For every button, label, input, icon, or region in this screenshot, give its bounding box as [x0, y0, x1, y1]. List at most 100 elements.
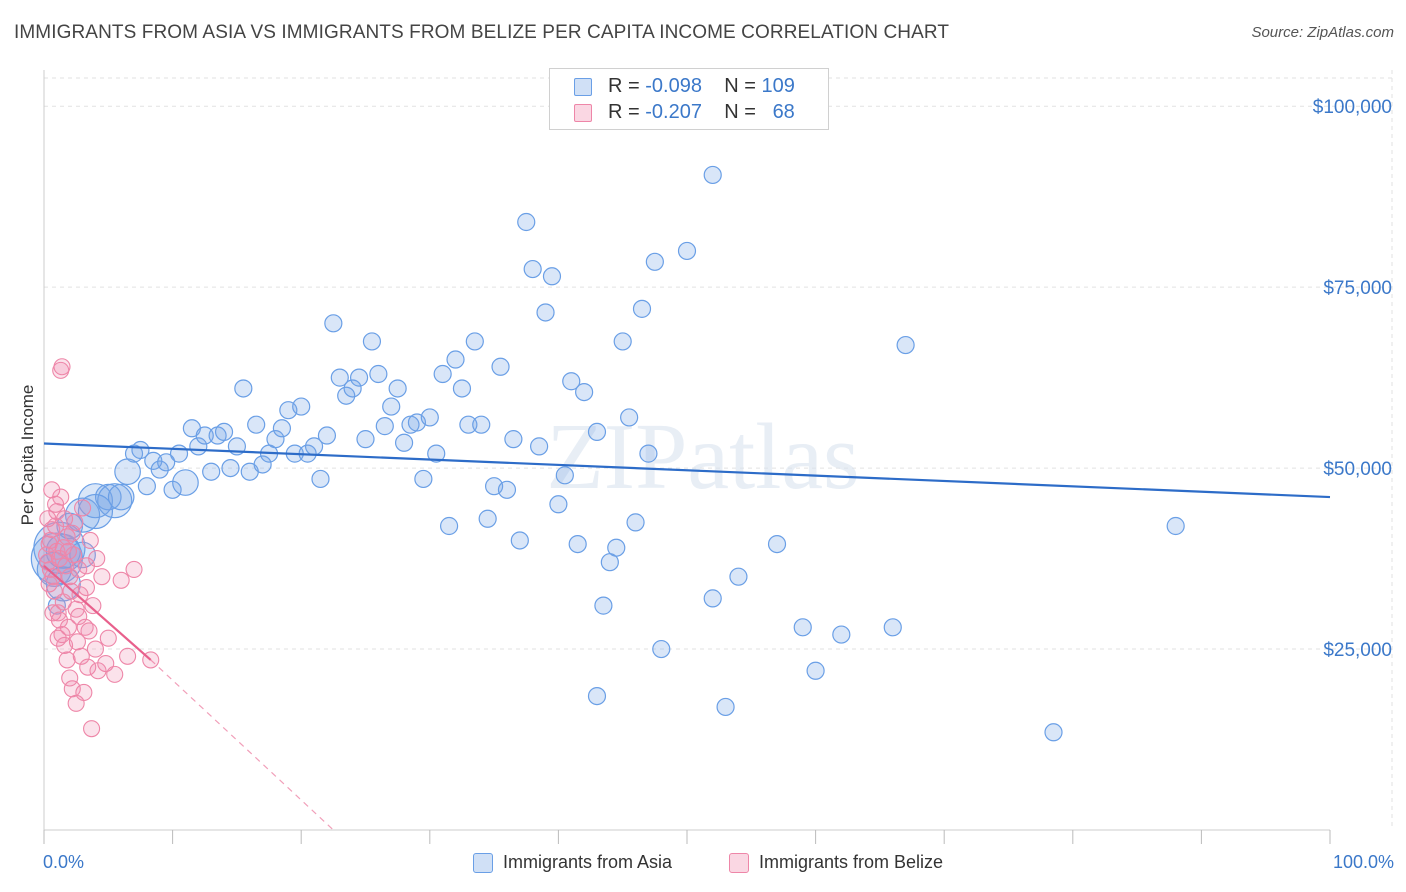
belize-point-28: [66, 513, 84, 531]
asia-point-55: [414, 469, 433, 489]
trend-line-asia: [43, 442, 1331, 499]
asia-point-30: [253, 455, 272, 474]
asia-point-47: [362, 332, 382, 351]
asia-point-101: [883, 618, 902, 637]
legend-text-asia: R = -0.098 N = 109: [608, 75, 795, 97]
belize-point-58: [56, 510, 74, 528]
asia-point-43: [337, 386, 356, 405]
belize-point-63: [59, 542, 77, 560]
asia-point-39: [311, 469, 330, 489]
belize-point-41: [81, 531, 99, 550]
asia-point-104: [1166, 516, 1185, 536]
asia-point-70: [510, 531, 529, 550]
y-tick-label-3: $100,000: [1313, 97, 1392, 118]
source-label: Source: ZipAtlas.com: [1251, 24, 1394, 41]
asia-point-52: [394, 433, 414, 452]
trend-lines: [43, 442, 1331, 831]
asia-point-48: [369, 364, 388, 384]
belize-point-36: [75, 683, 93, 702]
x-tick-max: 100.0%: [1332, 852, 1394, 872]
belize-point-33: [71, 586, 89, 604]
asia-point-90: [645, 252, 664, 271]
asia-point-11: [131, 440, 150, 460]
belize-point-35: [74, 499, 92, 517]
asia-point-78: [562, 372, 581, 391]
y-axis-ticks: $25,000 $50,000 $75,000 $100,000: [1313, 97, 1392, 661]
asia-point-97: [767, 534, 787, 554]
bottom-legend-label-asia: Immigrants from Asia: [503, 852, 673, 872]
asia-point-109: [77, 493, 114, 530]
asia-point-94: [703, 165, 722, 185]
asia-point-14: [150, 460, 169, 479]
belize-point-50: [112, 571, 130, 589]
belize-point-57: [47, 495, 65, 513]
belize-point-34: [72, 647, 90, 665]
belize-point-11: [49, 604, 67, 622]
asia-point-95: [716, 697, 735, 717]
asia-point-51: [388, 379, 407, 398]
asia-point-89: [639, 444, 658, 463]
belize-point-44: [86, 640, 104, 658]
asia-point-60: [446, 350, 465, 369]
trend-line-belize-extension: [150, 659, 334, 831]
x-tick-min: 0.0%: [43, 852, 85, 872]
asia-point-85: [613, 332, 632, 351]
asia-point-82: [594, 596, 613, 615]
asia-point-27: [234, 379, 253, 398]
asia-point-22: [202, 462, 221, 481]
asia-point-102: [896, 335, 915, 355]
y-tick-label-0: $25,000: [1323, 640, 1392, 661]
asia-point-71: [517, 212, 536, 232]
chart-title: IMMIGRANTS FROM ASIA VS IMMIGRANTS FROM …: [14, 22, 950, 43]
asia-point-103: [1044, 723, 1063, 742]
asia-point-108: [107, 483, 135, 511]
asia-point-81: [587, 422, 607, 442]
asia-point-33: [272, 419, 292, 438]
belize-point-24: [61, 568, 79, 586]
asia-point-100: [832, 625, 851, 644]
grid-lines: [44, 70, 1393, 830]
asia-point-69: [504, 430, 523, 449]
belize-point-23: [61, 669, 79, 687]
belize-point-59: [63, 524, 81, 542]
asia-point-17: [169, 444, 189, 463]
y-tick-label-1: $50,000: [1323, 459, 1392, 480]
asia-point-61: [452, 379, 472, 398]
asia-point-15: [157, 453, 176, 472]
belize-point-65: [77, 578, 95, 597]
belize-point-42: [83, 720, 101, 738]
asia-point-18: [172, 469, 199, 496]
belize-point-20: [58, 651, 76, 669]
x-axis: [43, 70, 1331, 844]
belize-point-66: [88, 550, 106, 568]
belize-point-62: [49, 629, 67, 647]
asia-point-96: [729, 567, 748, 586]
belize-point-56: [43, 481, 61, 499]
asia-point-45: [349, 368, 369, 387]
asia-point-65: [478, 509, 497, 528]
belize-point-51: [119, 647, 137, 665]
asia-point-59: [439, 516, 459, 536]
asia-point-41: [324, 314, 343, 333]
asia-point-42: [330, 368, 349, 387]
belize-point-60: [40, 575, 58, 593]
asia-point-68: [497, 480, 517, 499]
legend-text-belize: R = -0.207 N = 68: [608, 101, 795, 123]
asia-point-91: [652, 639, 671, 659]
legend-swatch-asia: [574, 78, 592, 96]
asia-point-63: [465, 332, 484, 351]
belize-point-18: [56, 636, 74, 654]
asia-point-72: [523, 259, 542, 279]
asia-point-29: [247, 415, 266, 434]
asia-point-9: [114, 458, 141, 486]
asia-point-25: [221, 458, 240, 478]
asia-point-46: [356, 430, 375, 449]
belize-point-52: [125, 560, 143, 578]
asia-point-76: [549, 495, 568, 514]
asia-point-77: [555, 466, 574, 485]
series-belize: [38, 358, 160, 738]
asia-point-84: [607, 538, 626, 557]
asia-point-86: [620, 408, 639, 427]
asia-point-74: [536, 303, 555, 322]
asia-point-36: [292, 397, 311, 416]
